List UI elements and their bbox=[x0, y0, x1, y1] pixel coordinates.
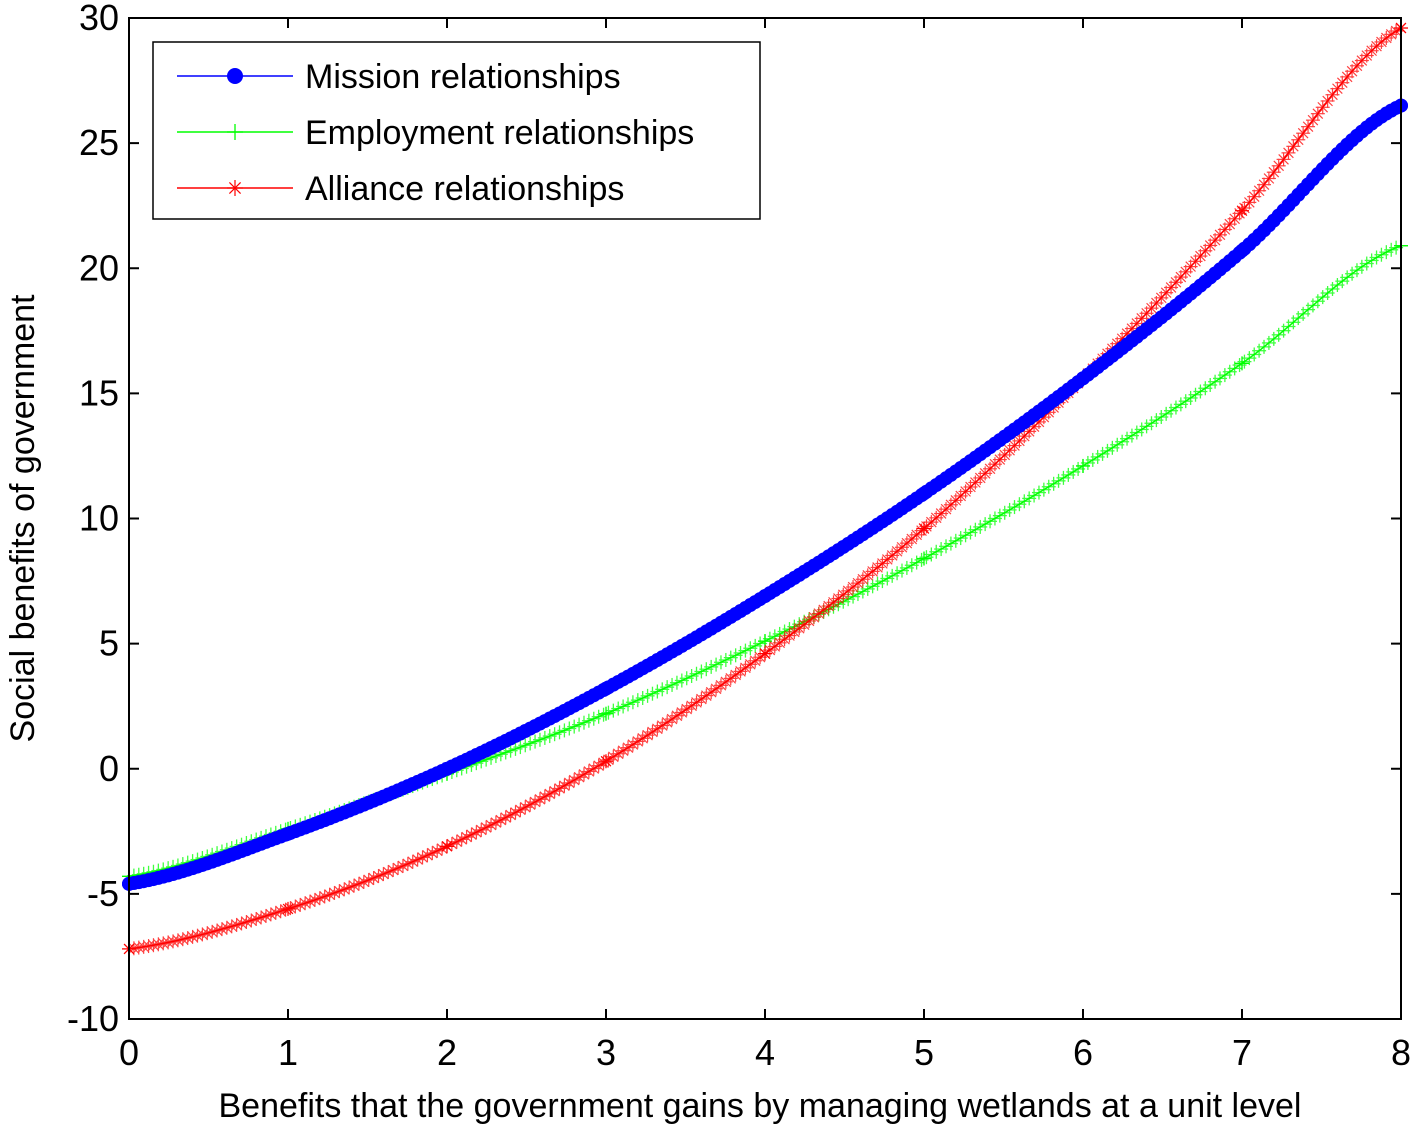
x-tick-label: 3 bbox=[596, 1032, 616, 1073]
data-point bbox=[599, 754, 613, 769]
legend-entry-employment-relationships: Employment relationships bbox=[177, 114, 694, 152]
data-point bbox=[1076, 458, 1090, 473]
data-point bbox=[599, 706, 613, 721]
y-tick-label: 5 bbox=[99, 623, 119, 664]
series-line bbox=[128, 245, 1402, 878]
data-point bbox=[1235, 356, 1249, 371]
y-tick-label: 30 bbox=[79, 0, 119, 38]
data-point bbox=[1235, 203, 1249, 218]
x-tick-label: 0 bbox=[119, 1032, 139, 1073]
legend-marker bbox=[227, 124, 243, 140]
data-point bbox=[758, 589, 772, 604]
x-axis-title: Benefits that the government gains by ma… bbox=[218, 1087, 1301, 1125]
data-point bbox=[758, 646, 772, 661]
legend-marker bbox=[227, 180, 243, 196]
data-point bbox=[599, 681, 613, 696]
series-mission-relationships bbox=[122, 98, 1408, 891]
x-tick-label: 2 bbox=[437, 1032, 457, 1073]
y-tick-label: 20 bbox=[79, 247, 119, 288]
legend-label: Mission relationships bbox=[305, 58, 621, 96]
axes: 0 1 2 3 4 5 6 7 8 -10 -5 0 5 10 15 20 25 30 Benefits that … bbox=[4, 0, 1411, 1125]
y-tick-label: 25 bbox=[79, 122, 119, 163]
data-point bbox=[281, 826, 295, 841]
plot-area bbox=[122, 21, 1408, 956]
legend-entry-alliance-relationships: Alliance relationships bbox=[177, 170, 624, 208]
legend-label: Employment relationships bbox=[305, 114, 694, 152]
y-tick-label: 10 bbox=[79, 498, 119, 539]
legend-label: Alliance relationships bbox=[305, 170, 624, 208]
data-point bbox=[917, 551, 931, 566]
x-tick-label: 4 bbox=[755, 1032, 775, 1073]
y-axis-title: Social benefits of government bbox=[4, 294, 42, 742]
y-tick-label: 0 bbox=[99, 748, 119, 789]
y-tick-label: -5 bbox=[87, 873, 119, 914]
y-tick-label: 15 bbox=[79, 372, 119, 413]
legend-box bbox=[152, 41, 761, 220]
x-tick-label: 1 bbox=[278, 1032, 298, 1073]
x-tick-label: 5 bbox=[914, 1032, 934, 1073]
x-tick-label: 7 bbox=[1232, 1032, 1252, 1073]
data-point bbox=[1076, 371, 1090, 386]
data-point bbox=[917, 486, 931, 501]
series-employment-relationships bbox=[122, 238, 1408, 884]
legend-entry-mission-relationships: Mission relationships bbox=[177, 58, 621, 96]
data-point bbox=[917, 521, 931, 536]
data-point bbox=[440, 761, 454, 776]
x-tick-label: 6 bbox=[1073, 1032, 1093, 1073]
data-point bbox=[440, 839, 454, 854]
data-point bbox=[1235, 243, 1249, 258]
series-line bbox=[128, 104, 1402, 885]
y-tick-label: -10 bbox=[67, 998, 119, 1039]
legend: Mission relationships Employment relation… bbox=[152, 41, 761, 220]
legend-marker bbox=[227, 68, 243, 84]
data-point bbox=[281, 901, 295, 916]
series-markers bbox=[122, 238, 1408, 884]
x-tick-label: 8 bbox=[1391, 1032, 1411, 1073]
